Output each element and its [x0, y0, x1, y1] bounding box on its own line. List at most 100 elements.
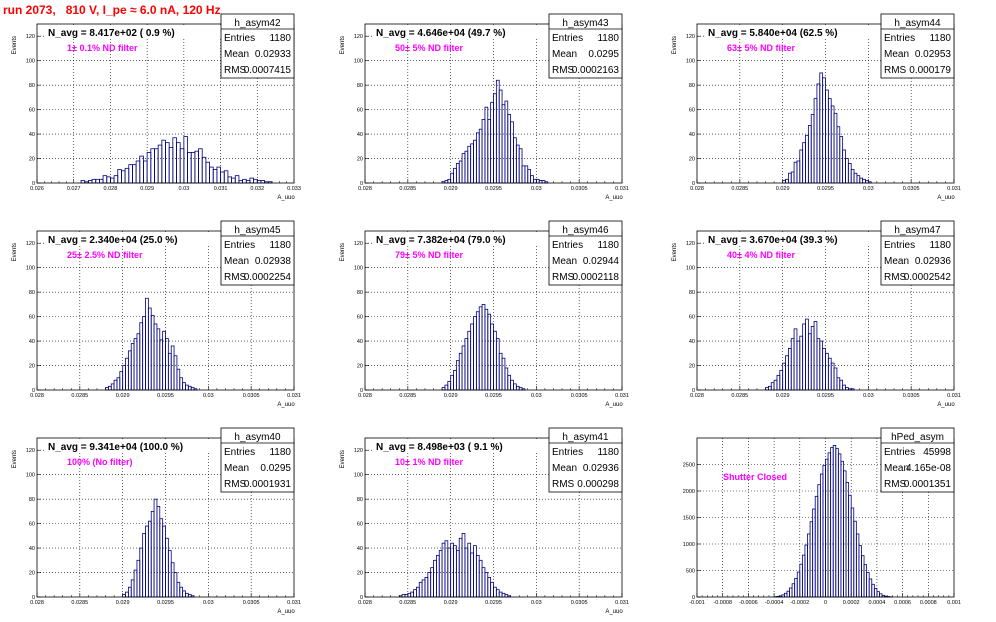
- bin-bar: [510, 379, 514, 391]
- x-tick-label: 0.0295: [817, 393, 834, 399]
- y-tick-label: 40: [29, 132, 35, 138]
- stats-entries-value: 1180: [269, 33, 291, 44]
- x-tick-label: 0.0002: [843, 600, 860, 606]
- bin-bar: [839, 136, 844, 184]
- y-tick-label: 80: [357, 290, 363, 296]
- y-tick-label: 120: [354, 241, 363, 247]
- histogram-bins: [765, 318, 855, 391]
- bin-bar: [507, 374, 512, 391]
- x-tick-label: 0.001: [947, 600, 961, 606]
- bin-bar: [110, 177, 115, 184]
- bin-bar: [153, 323, 158, 391]
- bin-bar: [231, 177, 236, 184]
- histogram-bins: [80, 136, 273, 184]
- bin-bar: [493, 330, 497, 391]
- y-tick-label: 0: [360, 181, 363, 187]
- navg-box: [704, 232, 882, 246]
- bin-bar: [518, 148, 523, 184]
- stats-entries-value: 1180: [929, 240, 951, 251]
- bin-bar: [827, 98, 832, 184]
- bin-bar: [133, 569, 138, 598]
- histogram-bins: [773, 445, 893, 598]
- bin-bar: [842, 149, 846, 184]
- bin-bar: [802, 142, 806, 184]
- bin-bar: [165, 338, 169, 391]
- navg-label: N_avg = 3.670e+04 (39.3 %): [708, 235, 838, 246]
- bin-bar: [478, 306, 483, 391]
- x-tick-label: 0.028: [690, 186, 704, 192]
- stats-title: h_asym40: [234, 432, 281, 443]
- bin-bar: [150, 148, 155, 184]
- histogram-bins: [441, 79, 549, 184]
- bin-bar: [467, 145, 472, 184]
- x-tick-label: 0.029: [444, 393, 458, 399]
- bin-bar: [145, 525, 149, 598]
- bin-bar: [447, 381, 452, 391]
- bin-bar: [458, 537, 463, 598]
- x-tick-label: 0.0285: [399, 393, 416, 399]
- bin-bar: [796, 160, 801, 184]
- bin-bar: [461, 345, 466, 391]
- bin-bar: [773, 379, 778, 391]
- x-axis-label: A_uuo: [277, 195, 295, 201]
- navg-label: N_avg = 4.646e+04 (49.7 %): [376, 28, 506, 39]
- y-tick-label: 0: [360, 388, 363, 394]
- stats-rms-value: 0.0001351: [904, 479, 952, 490]
- bin-bar: [535, 178, 540, 184]
- y-axis-label: Events: [340, 243, 346, 261]
- bin-bar: [183, 136, 188, 184]
- navg-label: N_avg = 8.498e+03 ( 9.1 %): [376, 442, 503, 453]
- bin-bar: [478, 559, 483, 598]
- y-tick-label: 20: [689, 157, 695, 163]
- bin-bar: [495, 79, 500, 184]
- bin-bar: [850, 169, 855, 184]
- bin-bar: [455, 163, 460, 184]
- bin-bar: [805, 318, 809, 391]
- stats-mean-label: Mean: [884, 49, 909, 60]
- bin-bar: [110, 383, 115, 391]
- bin-bar: [807, 333, 812, 391]
- bin-bar: [185, 592, 189, 598]
- x-tick-label: 0.0295: [485, 393, 502, 399]
- x-tick-label: 0.0305: [243, 600, 260, 606]
- x-tick-label: 0.0295: [157, 393, 174, 399]
- x-tick-label: 0.0285: [731, 186, 748, 192]
- y-tick-label: 20: [29, 571, 35, 577]
- bin-bar: [793, 328, 798, 391]
- filter-label: 63± 5% ND filter: [727, 43, 795, 53]
- x-tick-label: 0.028: [358, 600, 372, 606]
- histogram-bins: [105, 297, 198, 391]
- bin-bar: [478, 128, 483, 184]
- bin-bar: [785, 178, 789, 184]
- navg-box: [372, 232, 550, 246]
- stats-entries-value: 45998: [923, 447, 951, 458]
- x-tick-label: 0.0004: [868, 600, 885, 606]
- bin-bar: [830, 105, 835, 184]
- bin-bar: [515, 385, 520, 391]
- x-tick-label: 0.031: [287, 393, 301, 399]
- bin-bar: [182, 590, 186, 598]
- bin-bar: [150, 510, 155, 598]
- navg-label: N_avg = 8.417e+02 ( 0.9 %): [48, 28, 175, 39]
- bin-bar: [170, 562, 175, 598]
- y-tick-label: 0: [32, 388, 35, 394]
- bin-bar: [154, 148, 159, 184]
- stats-mean-label: Mean: [552, 463, 577, 474]
- bin-bar: [461, 533, 466, 598]
- x-tick-label: 0.0305: [903, 186, 920, 192]
- bin-bar: [830, 362, 835, 391]
- bin-bar: [249, 177, 255, 184]
- bin-bar: [159, 518, 164, 598]
- bin-bar: [793, 161, 798, 184]
- y-tick-label: 80: [29, 290, 35, 296]
- navg-box: [44, 232, 222, 246]
- stats-mean-label: Mean: [552, 49, 577, 60]
- bin-bar: [467, 330, 472, 391]
- navg-box: [372, 439, 550, 453]
- bin-bar: [802, 323, 806, 391]
- bin-bar: [173, 572, 178, 598]
- bin-bar: [212, 169, 218, 184]
- x-tick-label: 0.0295: [485, 600, 502, 606]
- bin-bar: [467, 542, 472, 598]
- x-tick-label: 0.029: [140, 186, 154, 192]
